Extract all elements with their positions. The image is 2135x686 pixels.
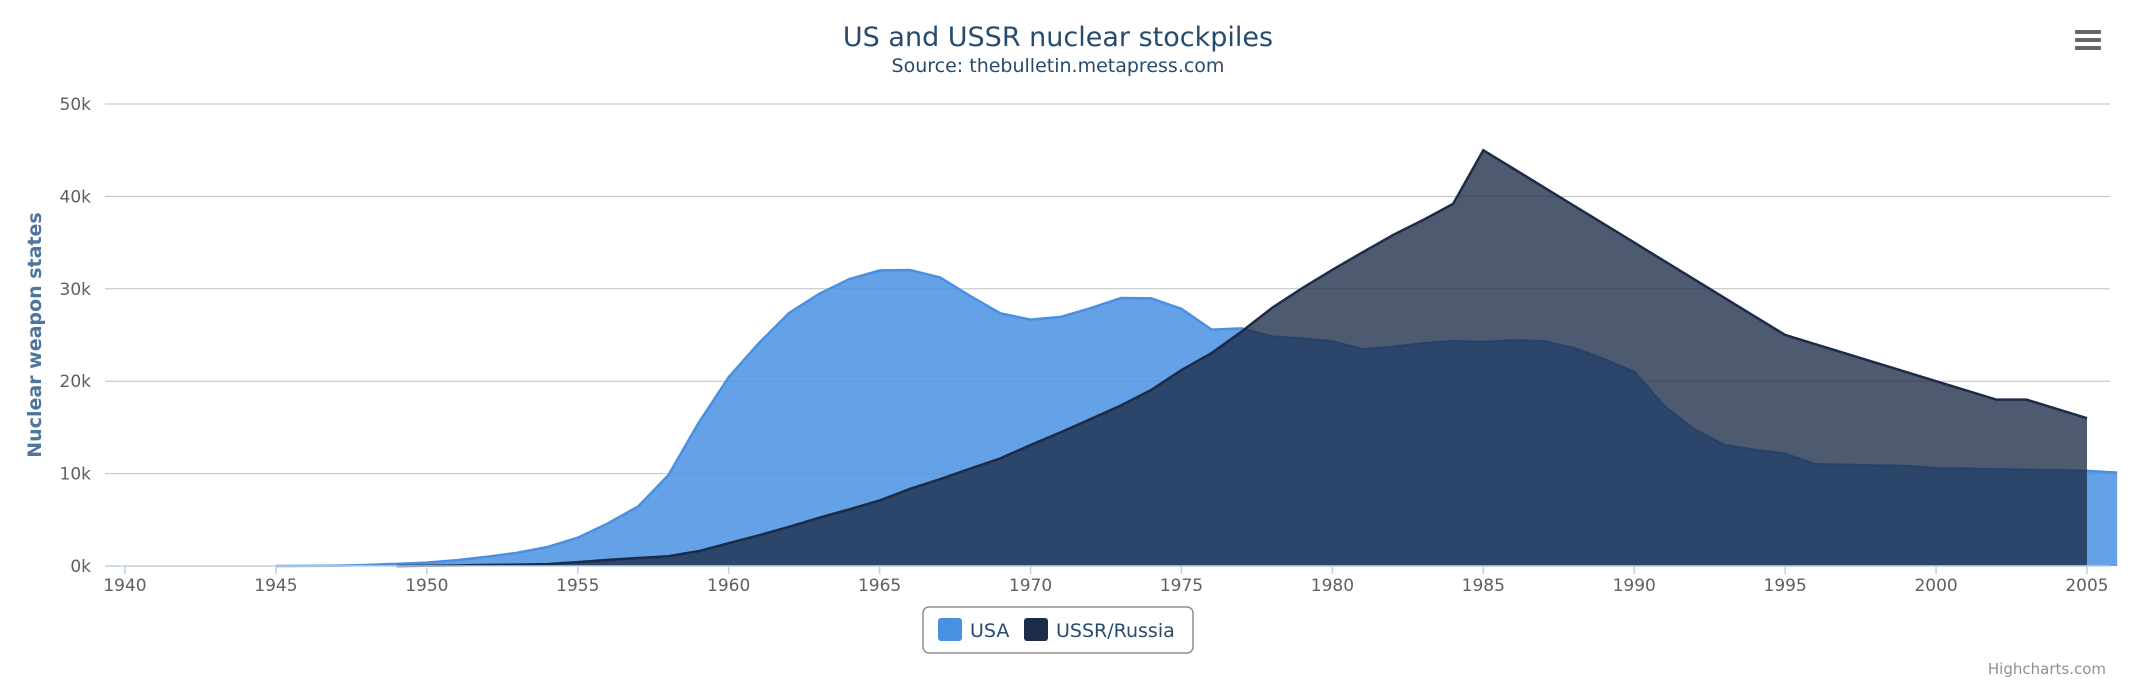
x-tick-label: 1995 bbox=[1764, 576, 1807, 596]
credits[interactable]: Highcharts.com bbox=[1988, 660, 2106, 678]
chart-subtitle: Source: thebulletin.metapress.com bbox=[892, 55, 1225, 77]
x-tick-label: 1950 bbox=[405, 576, 448, 596]
legend-swatch-usa[interactable] bbox=[938, 618, 962, 641]
legend-swatch-ussr-russia[interactable] bbox=[1024, 618, 1048, 641]
x-tick-label: 1965 bbox=[858, 576, 901, 596]
chart-title: US and USSR nuclear stockpiles bbox=[843, 22, 1273, 53]
series-layer bbox=[275, 148, 2118, 568]
x-tick-label: 1985 bbox=[1462, 576, 1505, 596]
y-tick-label: 40k bbox=[60, 187, 92, 207]
y-tick-label: 20k bbox=[60, 372, 92, 392]
legend: USA USSR/Russia bbox=[922, 606, 1194, 654]
menu-button[interactable] bbox=[2068, 24, 2104, 56]
legend-item-ussr-russia[interactable]: USSR/Russia bbox=[1024, 618, 1175, 642]
legend-box bbox=[922, 606, 1194, 654]
legend-item-usa[interactable]: USA bbox=[938, 618, 1009, 642]
x-tick-label: 1960 bbox=[707, 576, 750, 596]
x-tick-label: 1975 bbox=[1160, 576, 1203, 596]
legend-label-ussr-russia[interactable]: USSR/Russia bbox=[1056, 620, 1175, 642]
x-tick-label: 1940 bbox=[103, 576, 146, 596]
x-tick-label: 2000 bbox=[1914, 576, 1957, 596]
x-tick-label: 1955 bbox=[556, 576, 599, 596]
y-tick-label: 0k bbox=[70, 557, 91, 577]
y-tick-label: 50k bbox=[60, 95, 92, 115]
x-tick-label: 1945 bbox=[254, 576, 297, 596]
x-tick-label: 1990 bbox=[1613, 576, 1656, 596]
hamburger-menu-icon[interactable] bbox=[2075, 30, 2101, 50]
y-tick-label: 30k bbox=[60, 280, 92, 300]
y-axis-ticks: 0k 10k 20k 30k 40k 50k bbox=[60, 95, 92, 577]
x-tick-label: 1980 bbox=[1311, 576, 1354, 596]
legend-label-usa[interactable]: USA bbox=[970, 620, 1009, 642]
x-axis: 1940 1945 1950 1955 1960 1965 1970 1975 1980 1985… bbox=[103, 565, 2110, 596]
x-tick-label: 1970 bbox=[1009, 576, 1052, 596]
series-area-ussr-russia[interactable] bbox=[396, 150, 2088, 566]
y-axis-label: Nuclear weapon states bbox=[24, 212, 46, 457]
x-tick-label: 2005 bbox=[2065, 576, 2108, 596]
y-tick-label: 10k bbox=[60, 465, 92, 485]
